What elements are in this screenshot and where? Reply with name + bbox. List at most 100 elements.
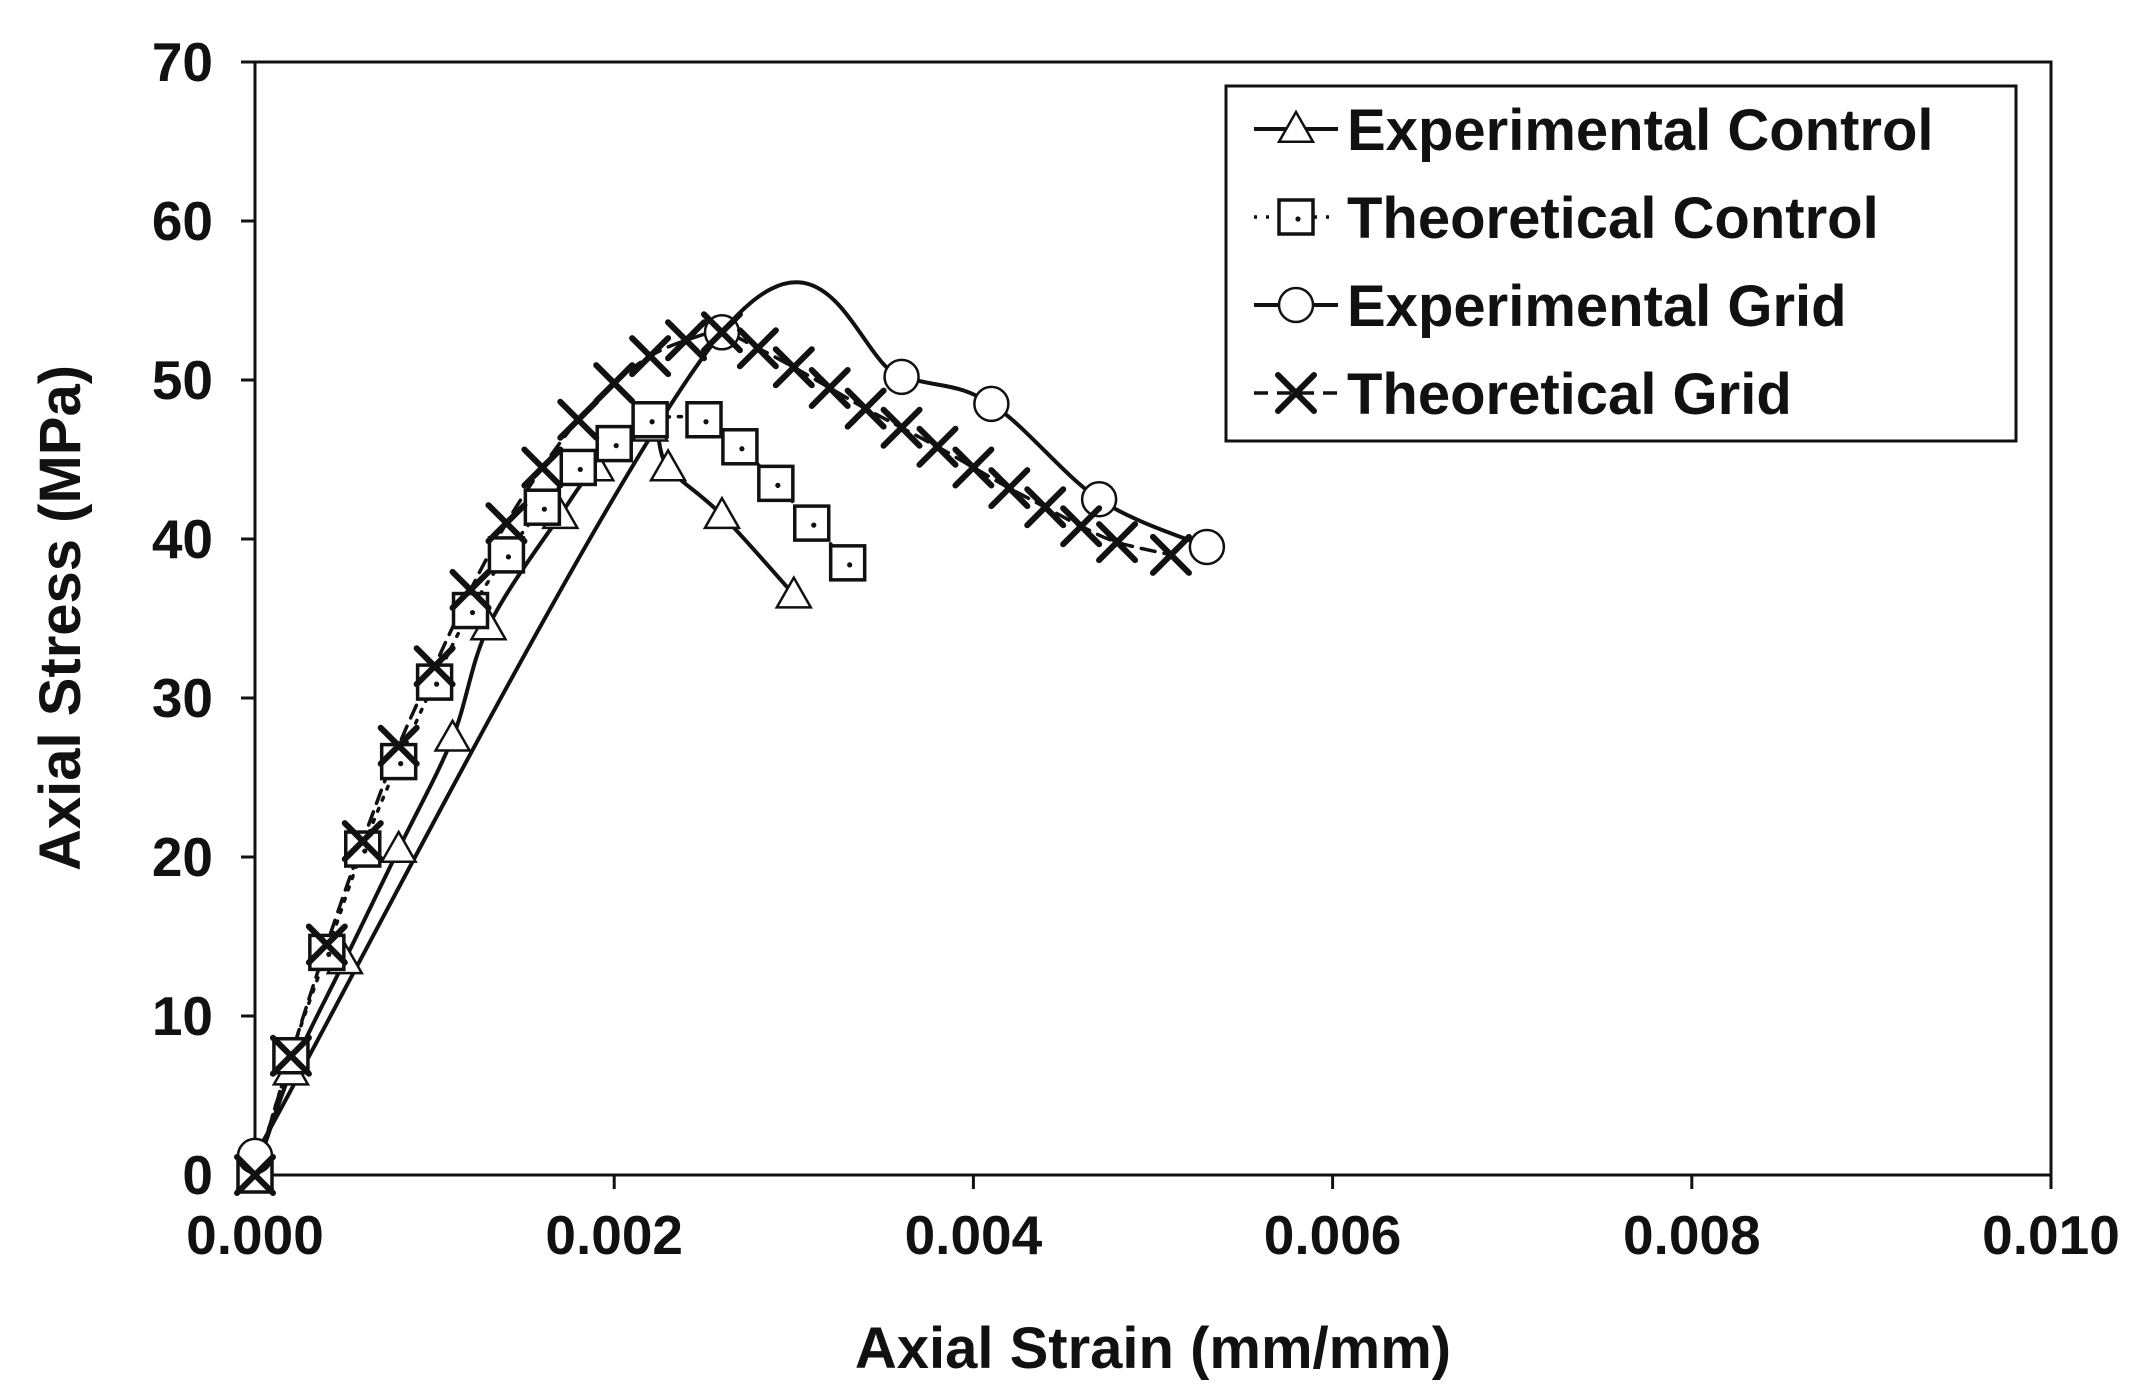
triangle-marker xyxy=(379,829,418,864)
x-marker-stroke xyxy=(629,335,672,378)
circle-marker xyxy=(973,385,1010,423)
x-tick-label: 0.004 xyxy=(905,1204,1043,1266)
x-marker xyxy=(305,923,348,966)
x-marker-stroke xyxy=(377,724,420,767)
y-tick-label: 20 xyxy=(152,826,213,888)
y-tick-label: 50 xyxy=(152,349,213,411)
x-marker-stroke xyxy=(234,1154,276,1196)
x-marker-stroke xyxy=(593,362,636,405)
y-axis-ticks: 0 10 20 30 40 50 60 70 xyxy=(152,31,255,1206)
x-marker-stroke xyxy=(665,319,708,362)
series-markers-theoretical-grid xyxy=(234,311,1192,1196)
x-marker-stroke xyxy=(1096,521,1139,564)
legend-square-marker xyxy=(1277,198,1315,236)
square-marker-dot xyxy=(811,522,817,528)
x-marker-stroke xyxy=(1275,372,1317,414)
circle-marker xyxy=(1080,481,1118,518)
x-marker-stroke xyxy=(269,1034,312,1077)
square-marker-dot xyxy=(362,848,368,854)
square-marker-dot xyxy=(505,554,512,560)
triangle-marker xyxy=(648,447,688,482)
square-marker-dot xyxy=(541,506,547,512)
x-marker xyxy=(916,425,959,468)
legend-label: Experimental Grid xyxy=(1347,274,1847,339)
legend-circle-marker xyxy=(1277,286,1315,324)
circle-marker xyxy=(1188,528,1226,566)
x-marker xyxy=(557,398,600,441)
x-marker xyxy=(952,446,995,489)
square-marker-dot xyxy=(847,562,853,568)
x-marker xyxy=(1060,505,1103,548)
square-marker-box xyxy=(828,544,867,582)
x-marker xyxy=(485,502,528,545)
square-marker-dot xyxy=(577,466,583,473)
series-markers-theoretical-control xyxy=(236,401,867,1194)
x-marker xyxy=(880,406,923,449)
square-marker-box xyxy=(757,464,795,503)
x-marker-stroke xyxy=(736,327,779,370)
x-marker xyxy=(1096,521,1139,564)
x-tick-label: 0.000 xyxy=(186,1204,324,1266)
square-marker-box xyxy=(631,401,669,439)
legend-item-experimental-control: Experimental Control xyxy=(1254,98,1934,163)
x-marker xyxy=(413,645,456,688)
square-marker-box xyxy=(793,504,831,542)
square-marker xyxy=(757,464,795,503)
x-marker-stroke xyxy=(1149,533,1192,576)
square-marker-dot xyxy=(434,681,440,687)
square-marker-dot xyxy=(398,761,404,767)
x-marker-stroke xyxy=(485,502,528,545)
triangle-marker xyxy=(774,575,813,609)
square-marker-dot xyxy=(613,443,619,449)
legend: Experimental Control Theoretical Control E… xyxy=(1224,84,2018,443)
legend-label: Theoretical Grid xyxy=(1347,362,1792,427)
x-marker xyxy=(665,319,708,362)
y-tick-label: 60 xyxy=(152,190,213,252)
square-marker-dot xyxy=(1295,216,1301,222)
triangle-marker xyxy=(433,718,472,752)
x-marker xyxy=(1024,486,1067,529)
x-marker-stroke xyxy=(844,387,887,430)
square-marker xyxy=(828,544,867,582)
square-marker-box xyxy=(559,448,598,487)
y-tick-label: 30 xyxy=(152,667,213,729)
circle-marker xyxy=(236,1137,274,1175)
x-marker-stroke xyxy=(880,406,923,449)
x-axis-ticks: 0.000 0.002 0.004 0.006 0.008 0.010 xyxy=(186,1175,2120,1266)
legend-item-theoretical-grid: Theoretical Grid xyxy=(1254,362,1792,427)
x-marker-stroke xyxy=(916,425,959,468)
square-marker-box xyxy=(595,424,633,463)
x-marker xyxy=(736,327,779,370)
square-marker-box xyxy=(487,536,526,574)
x-axis-title: Axial Strain (mm/mm) xyxy=(855,1316,1451,1381)
legend-items: Experimental Control Theoretical Control E… xyxy=(1254,98,1934,427)
legend-label: Theoretical Control xyxy=(1347,186,1879,251)
square-marker-dot xyxy=(326,951,332,958)
legend-triangle-marker xyxy=(1276,109,1316,143)
y-tick-label: 0 xyxy=(182,1144,213,1206)
x-marker-stroke xyxy=(952,446,995,489)
y-tick-label: 40 xyxy=(152,508,213,570)
x-marker xyxy=(269,1034,312,1077)
square-marker xyxy=(487,536,526,574)
square-marker-box xyxy=(523,488,562,526)
x-marker-stroke xyxy=(449,568,492,611)
square-marker-box xyxy=(721,428,759,466)
x-marker-stroke xyxy=(413,645,456,688)
square-marker xyxy=(559,448,598,487)
x-tick-label: 0.002 xyxy=(545,1204,683,1266)
x-marker xyxy=(808,366,851,409)
square-marker-dot xyxy=(739,446,745,452)
x-marker-stroke xyxy=(557,398,600,441)
legend-item-theoretical-control: Theoretical Control xyxy=(1254,186,1879,251)
y-tick-label: 10 xyxy=(152,985,213,1047)
x-marker xyxy=(629,335,672,378)
legend-x-marker xyxy=(1275,372,1317,414)
x-marker-stroke xyxy=(305,923,348,966)
series-markers xyxy=(234,311,1226,1196)
y-tick-label: 70 xyxy=(152,31,213,93)
x-marker xyxy=(341,820,384,863)
x-marker-stroke xyxy=(1060,505,1103,548)
